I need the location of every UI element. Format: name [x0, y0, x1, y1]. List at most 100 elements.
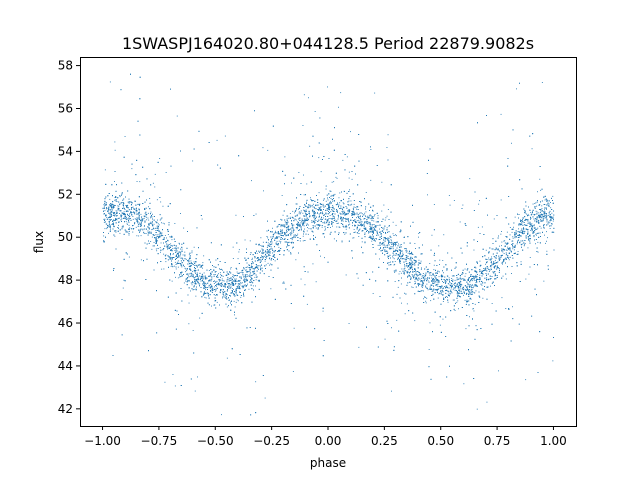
scatter-point — [369, 210, 370, 211]
scatter-point — [508, 247, 510, 249]
scatter-point — [463, 288, 465, 290]
scatter-point — [348, 171, 350, 173]
scatter-point — [406, 250, 408, 252]
scatter-point — [448, 195, 450, 196]
scatter-point — [167, 248, 168, 250]
scatter-point — [271, 240, 272, 242]
scatter-point — [192, 274, 194, 276]
scatter-point — [458, 278, 460, 280]
scatter-point — [531, 230, 533, 232]
scatter-point — [108, 224, 110, 225]
scatter-point — [289, 228, 291, 230]
scatter-point — [533, 236, 535, 238]
scatter-point — [315, 225, 316, 227]
scatter-point — [144, 225, 145, 227]
scatter-point — [465, 273, 467, 275]
scatter-point — [375, 221, 377, 223]
scatter-point — [249, 270, 251, 272]
scatter-point — [472, 284, 473, 286]
scatter-point — [303, 222, 304, 224]
scatter-point — [459, 221, 461, 223]
scatter-point — [344, 233, 346, 235]
scatter-point — [351, 213, 353, 214]
scatter-point — [254, 256, 256, 258]
scatter-point — [523, 242, 524, 244]
scatter-point — [232, 258, 234, 259]
scatter-point — [440, 290, 442, 292]
scatter-point — [359, 212, 361, 214]
scatter-point — [196, 281, 198, 282]
scatter-point — [255, 285, 256, 287]
scatter-point — [203, 276, 205, 278]
scatter-point — [190, 290, 191, 292]
scatter-point — [188, 323, 190, 325]
scatter-point — [382, 242, 383, 244]
scatter-point — [408, 262, 410, 264]
scatter-point — [128, 220, 130, 222]
scatter-point — [328, 208, 329, 210]
scatter-point — [114, 141, 116, 143]
scatter-point — [280, 226, 282, 228]
scatter-point — [474, 303, 476, 305]
scatter-point — [457, 296, 458, 298]
scatter-point — [265, 256, 266, 258]
scatter-point — [395, 234, 396, 236]
scatter-point — [278, 246, 280, 248]
scatter-point — [114, 212, 116, 213]
scatter-point — [347, 210, 349, 212]
scatter-point — [540, 212, 541, 213]
scatter-point — [418, 272, 420, 273]
scatter-point — [353, 211, 355, 213]
scatter-point — [128, 215, 129, 216]
scatter-point — [522, 240, 523, 242]
scatter-point — [158, 233, 160, 235]
scatter-point — [414, 243, 416, 244]
scatter-point — [359, 228, 361, 230]
scatter-point — [330, 211, 332, 213]
scatter-point — [299, 225, 301, 227]
scatter-point — [325, 200, 327, 202]
scatter-point — [182, 254, 184, 256]
scatter-point — [533, 232, 535, 233]
scatter-point — [544, 234, 545, 236]
scatter-point — [466, 293, 467, 295]
scatter-point — [449, 282, 451, 284]
scatter-point — [311, 210, 313, 212]
scatter-point — [256, 277, 258, 278]
scatter-point — [546, 250, 548, 252]
scatter-point — [348, 200, 350, 202]
scatter-point — [142, 228, 144, 230]
scatter-point — [496, 248, 498, 250]
scatter-point — [242, 273, 244, 275]
scatter-point — [339, 192, 341, 194]
scatter-point — [515, 236, 517, 237]
scatter-point — [156, 238, 158, 239]
scatter-point — [151, 216, 153, 218]
scatter-point — [114, 199, 116, 201]
scatter-point — [530, 229, 532, 231]
scatter-point — [500, 199, 502, 201]
scatter-point — [382, 248, 384, 250]
scatter-point — [441, 285, 443, 287]
scatter-point — [429, 263, 431, 264]
scatter-point — [333, 181, 335, 183]
scatter-point — [488, 259, 490, 261]
scatter-point — [193, 246, 195, 248]
scatter-point — [431, 277, 433, 279]
scatter-point — [148, 206, 149, 208]
scatter-point — [503, 240, 505, 242]
scatter-point — [300, 210, 302, 212]
scatter-point — [384, 338, 386, 340]
scatter-point — [290, 252, 292, 253]
scatter-point — [300, 278, 302, 280]
scatter-point — [165, 261, 167, 263]
scatter-point — [525, 236, 527, 238]
scatter-point — [400, 258, 402, 259]
scatter-point — [128, 217, 130, 219]
scatter-point — [161, 268, 163, 270]
scatter-point — [417, 279, 419, 281]
scatter-point — [180, 264, 182, 266]
scatter-point — [262, 241, 264, 243]
scatter-point — [155, 237, 157, 238]
scatter-point — [135, 207, 137, 209]
